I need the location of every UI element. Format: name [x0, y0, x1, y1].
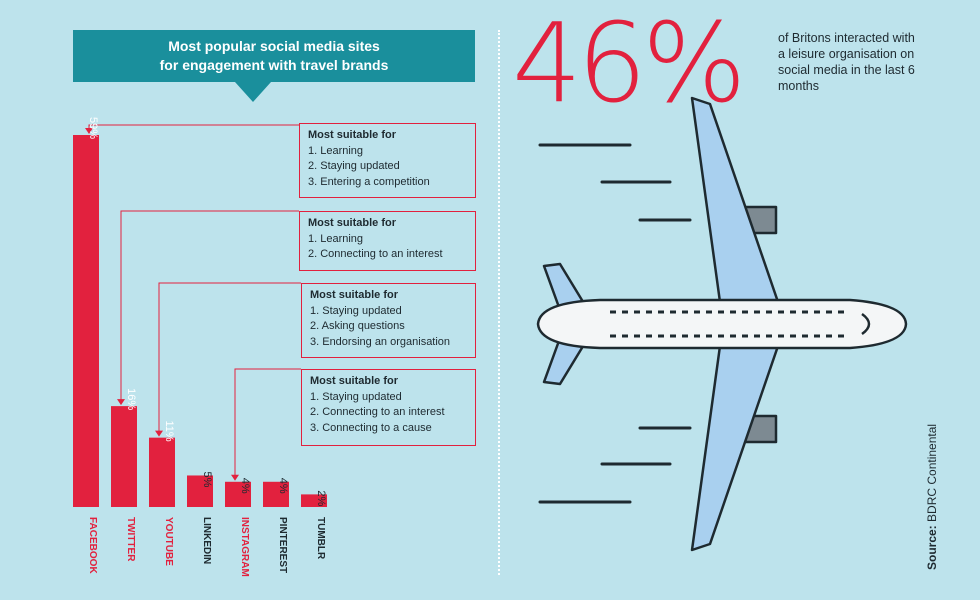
value-label: 5% [201, 471, 213, 487]
category-label: FACEBOOK [87, 517, 98, 574]
connector-arrowhead [155, 430, 163, 437]
stat-value: 46% [512, 0, 746, 127]
wing-top [690, 96, 780, 304]
category-label: YOUTUBE [163, 517, 174, 566]
banner-line-2: for engagement with travel brands [159, 57, 389, 73]
airplane-illustration [536, 96, 908, 552]
callout-connectors [85, 124, 301, 481]
connector-arrowhead [85, 128, 93, 134]
value-label: 59% [87, 117, 99, 139]
callout-youtube: Most suitable for 1. Staying updated 2. … [301, 283, 476, 358]
bar-facebook [73, 135, 99, 507]
source-note: Source: BDRC Continental [925, 424, 939, 570]
cockpit-window [861, 312, 871, 336]
callout-connector [120, 210, 299, 401]
connector-arrowhead [231, 474, 239, 481]
callout-item: 3. Endorsing an organisation [310, 335, 451, 348]
callout-item: 2. Connecting to an interest [310, 406, 445, 418]
bars: 59% FACEBOOK 16% TWITTER 11% YOUTUBE 5% LINKEDI… [73, 117, 327, 577]
callout-item: 3. Entering a competition [308, 175, 430, 188]
callout-item: 2. Staying updated [308, 160, 400, 172]
callout-item: 1. Staying updated [310, 390, 402, 403]
category-label: TUMBLR [315, 517, 326, 560]
bar-tumblr [301, 494, 327, 507]
callout-heading: Most suitable for [310, 375, 399, 387]
banner-line-1: Most popular social media sites [168, 38, 380, 54]
callout-heading: Most suitable for [310, 289, 399, 301]
section-divider [498, 30, 500, 575]
category-label: INSTAGRAM [239, 517, 250, 577]
value-label: 4% [239, 478, 251, 494]
callout-twitter: Most suitable for 1. Learning 2. Connect… [299, 211, 476, 271]
value-label: 2% [315, 490, 327, 506]
callout-connector [234, 368, 301, 476]
category-label: TWITTER [125, 517, 136, 562]
callout-item: 1. Learning [308, 232, 364, 245]
banner-pointer [235, 82, 271, 102]
chart-title-banner: Most popular social media sites for enga… [73, 30, 475, 82]
value-label: 16% [125, 388, 137, 410]
stat-description: of Britons interacted with a leisure org… [778, 31, 915, 93]
source-text: BDRC Continental [925, 423, 939, 526]
fuselage [536, 298, 908, 350]
bar-linkedin [187, 475, 213, 507]
connector-arrowhead [117, 399, 125, 406]
callout-item: 2. Asking questions [310, 320, 405, 332]
callout-item: 2. Connecting to an interest [308, 248, 443, 260]
bar-pinterest [263, 481, 289, 507]
callout-instagram: Most suitable for 1. Staying updated 2. … [301, 369, 476, 446]
value-label: 4% [277, 478, 289, 494]
value-label: 11% [163, 420, 175, 441]
callout-item: 1. Learning [308, 144, 364, 157]
bar-twitter [111, 406, 137, 507]
bar-youtube [149, 437, 175, 507]
wing-bottom [690, 344, 780, 552]
callout-item: 3. Connecting to a cause [310, 421, 432, 434]
callout-connector [88, 124, 299, 129]
category-label: LINKEDIN [201, 517, 212, 564]
callout-facebook: Most suitable for 1. Learning 2. Staying… [299, 123, 476, 198]
callout-item: 1. Staying updated [310, 304, 402, 317]
callout-connector [158, 282, 301, 432]
callout-heading: Most suitable for [308, 217, 397, 229]
callout-heading: Most suitable for [308, 129, 397, 141]
bar-instagram [225, 481, 251, 507]
category-label: PINTEREST [277, 517, 288, 573]
source-label: Source: [925, 525, 939, 570]
